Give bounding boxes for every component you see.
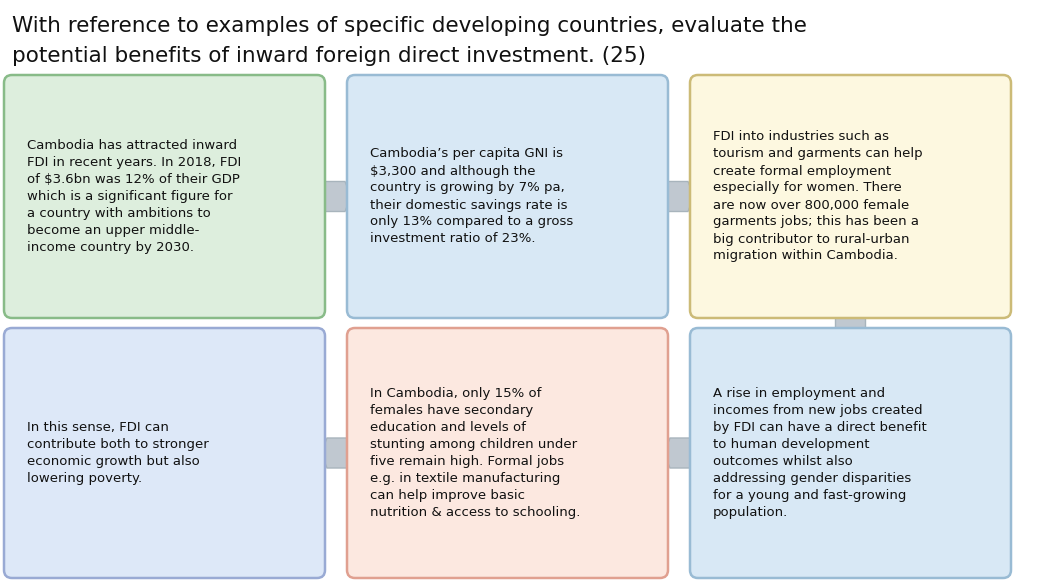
FancyBboxPatch shape	[690, 328, 1011, 578]
Text: Cambodia has attracted inward
FDI in recent years. In 2018, FDI
of $3.6bn was 12: Cambodia has attracted inward FDI in rec…	[27, 139, 241, 254]
Polygon shape	[321, 182, 351, 212]
FancyBboxPatch shape	[4, 328, 325, 578]
FancyBboxPatch shape	[347, 75, 668, 318]
Polygon shape	[664, 182, 694, 212]
Text: Cambodia’s per capita GNI is
$3,300 and although the
country is growing by 7% pa: Cambodia’s per capita GNI is $3,300 and …	[370, 148, 573, 246]
FancyBboxPatch shape	[4, 75, 325, 318]
Text: FDI into industries such as
tourism and garments can help
create formal employme: FDI into industries such as tourism and …	[713, 131, 923, 262]
Text: In this sense, FDI can
contribute both to stronger
economic growth but also
lowe: In this sense, FDI can contribute both t…	[27, 421, 209, 485]
Text: potential benefits of inward foreign direct investment. (25): potential benefits of inward foreign dir…	[12, 46, 646, 66]
FancyBboxPatch shape	[347, 328, 668, 578]
Polygon shape	[836, 309, 866, 337]
Polygon shape	[321, 438, 351, 468]
Text: In Cambodia, only 15% of
females have secondary
education and levels of
stunting: In Cambodia, only 15% of females have se…	[370, 387, 580, 519]
FancyBboxPatch shape	[690, 75, 1011, 318]
Text: With reference to examples of specific developing countries, evaluate the: With reference to examples of specific d…	[12, 16, 807, 36]
Text: A rise in employment and
incomes from new jobs created
by FDI can have a direct : A rise in employment and incomes from ne…	[713, 387, 927, 519]
Polygon shape	[664, 438, 694, 468]
